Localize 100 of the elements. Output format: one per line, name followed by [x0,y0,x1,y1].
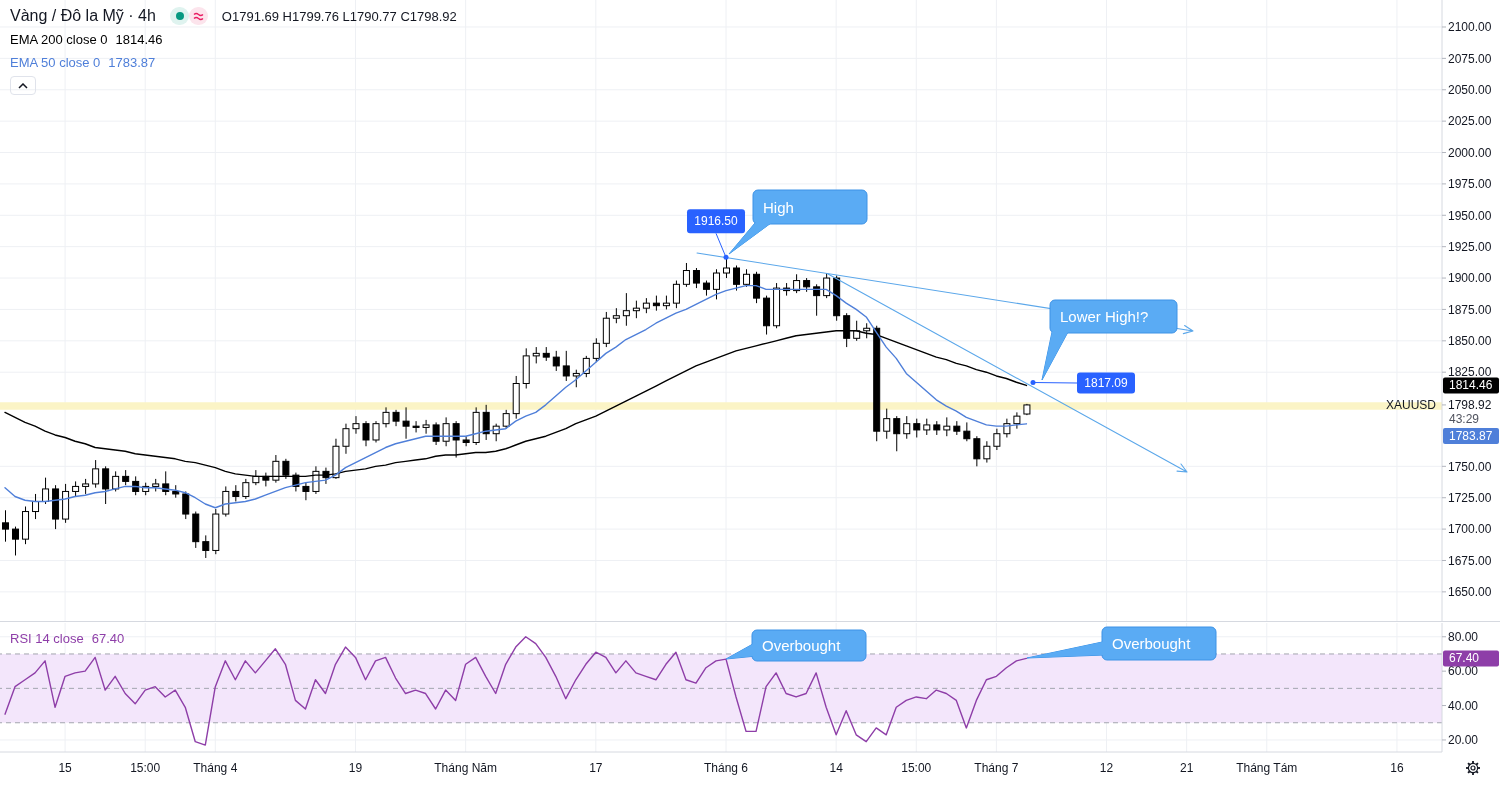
candlestick [182,490,190,520]
y-tick-label: 1725.00 [1448,490,1492,505]
y-tick-label: 1798.92 [1448,398,1492,413]
candlestick [42,477,50,505]
candlestick [482,404,490,441]
annotation: Overbought [1112,635,1192,652]
y-tick-label: 1850.00 [1448,334,1492,349]
text: 1814.46 [1449,378,1493,393]
text: EMA 200 close 0 [10,31,108,47]
y-tick-label: 1650.00 [1448,585,1492,600]
candlestick [682,262,690,288]
y-tick-label: 2075.00 [1448,51,1492,66]
candlestick [943,416,951,437]
x-tick-label: 17 [589,761,603,775]
x-tick-label: 21 [1179,761,1194,775]
candlestick [372,420,380,443]
candlestick [793,273,801,294]
candlestick [242,478,250,500]
candlestick [973,435,981,467]
candlestick [993,428,1001,451]
x-tick-label: 14 [829,761,844,775]
y-tick-label: 1925.00 [1448,239,1492,254]
candlestick [913,418,921,438]
candlestick [733,265,741,292]
y-tick-label: 1750.00 [1448,459,1492,474]
x-tick-label: Tháng Năm [434,761,497,775]
y-tick-label: 20.00 [1448,733,1479,748]
x-tick-label: 16 [1390,761,1404,775]
candlestick [893,415,901,452]
candlestick [362,420,370,447]
annotation: 67.40 [91,630,125,646]
candlestick [342,423,350,455]
candlestick [813,283,821,317]
candlestick [422,419,430,435]
annotation: 1817.09 [1084,376,1129,390]
y-tick-label: 2025.00 [1448,114,1492,129]
annotation: 1814.46 [115,31,163,47]
x-tick-label: Tháng 6 [703,761,749,775]
candlestick [12,526,20,556]
y-tick-label: 1875.00 [1448,302,1492,317]
annotation: High [763,198,794,216]
candlestick [963,421,971,442]
chart-title: Vàng / Đô la Mỹ · 4h [10,7,156,25]
candlestick [132,475,140,496]
y-tick-label: 1950.00 [1448,208,1492,223]
candlestick [382,406,390,428]
candlestick [823,272,831,299]
x-tick-label: 15 [58,761,73,775]
text: 1783.87 [1449,428,1493,443]
x-tick-label: 15:00 [901,761,932,775]
candlestick [442,416,450,447]
y-tick-label: 1825.00 [1448,365,1492,380]
text: EMA 50 close 0 [10,54,101,70]
annotation: Overbought [762,637,842,654]
candlestick [903,415,911,440]
y-tick-label: 2100.00 [1448,20,1492,35]
candlestick [883,408,891,440]
y-tick-label: 1675.00 [1448,553,1492,568]
candlestick [32,493,40,520]
x-tick-label: Tháng 7 [974,761,1019,775]
candlestick [462,435,470,447]
candlestick [2,509,9,543]
x-tick-label: Tháng Tám [1236,761,1298,775]
line-series [4,636,1028,746]
x-tick-label: 12 [1099,761,1114,775]
candlestick [102,465,110,505]
annotation: 1916.50 [694,214,739,229]
text: 67.40 [1449,651,1480,666]
candlestick [302,482,310,501]
text: 43:29 [1449,411,1480,426]
y-tick-label: 60.00 [1448,664,1479,679]
candlestick [712,268,720,300]
candlestick [692,267,700,289]
candlestick [562,350,570,382]
candlestick [983,440,991,464]
candlestick [412,420,420,433]
y-tick-label: 2050.00 [1448,83,1492,98]
candlestick [202,534,210,559]
candlestick [112,470,120,492]
y-tick-label: 80.00 [1448,630,1479,645]
y-tick-label: 1900.00 [1448,271,1492,286]
candlestick [592,337,600,363]
candlestick [753,271,761,304]
candlestick [452,420,460,459]
annotation: XAUUSD [1385,397,1437,412]
y-tick-label: 1975.00 [1448,177,1492,192]
y-tick-label: 2000.00 [1448,145,1492,160]
candlestick [352,415,360,435]
candlestick [552,350,560,372]
annotation: Lower High!? [1060,308,1149,325]
text: O1791.69 H1799.76 L1790.77 C1798.92 [221,8,457,24]
x-tick-label: Tháng 4 [193,761,238,775]
series-label: RSI 14 close [10,630,84,646]
candlestick [92,459,100,489]
candlestick [222,485,230,518]
candlestick [402,406,410,440]
candlestick [672,280,680,309]
x-tick-label: 15:00 [130,761,161,775]
x-tick-label: 19 [348,761,363,775]
annotation: 1783.87 [108,54,156,70]
